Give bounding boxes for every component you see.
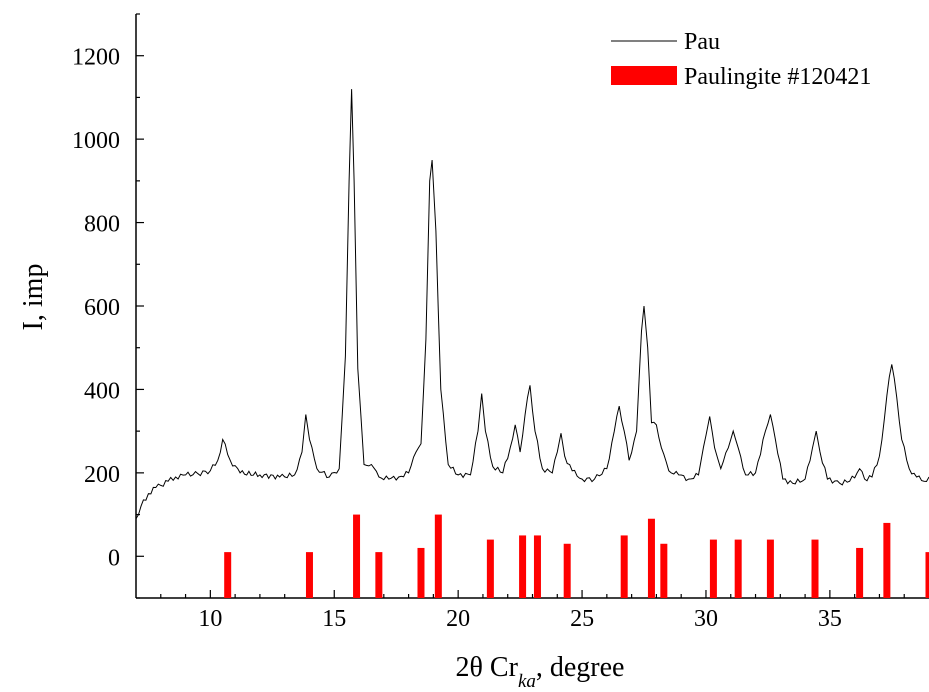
y-tick-label: 400 <box>84 378 120 404</box>
reference-stick <box>766 539 774 598</box>
x-tick-label: 25 <box>570 606 594 632</box>
reference-sticks <box>224 514 929 598</box>
reference-stick <box>660 543 668 598</box>
series-line-pau <box>135 89 929 519</box>
reference-stick <box>533 535 541 598</box>
reference-stick <box>856 547 864 598</box>
reference-stick <box>647 518 655 598</box>
reference-stick <box>519 535 527 598</box>
y-tick-label: 600 <box>84 295 120 321</box>
reference-stick <box>811 539 819 598</box>
legend-label-pau: Pau <box>684 29 720 55</box>
y-tick-label: 800 <box>84 212 120 238</box>
y-tick-label: 1000 <box>72 128 120 154</box>
reference-stick <box>883 522 891 598</box>
legend-label-paulingite: Paulingite #120421 <box>684 64 871 90</box>
y-tick-label: 1200 <box>72 45 120 71</box>
x-tick-label: 35 <box>818 606 842 632</box>
reference-stick <box>353 514 361 598</box>
x-axis-label: 2θ Crka, degree <box>456 652 625 692</box>
reference-stick <box>224 552 232 598</box>
reference-stick <box>563 543 571 598</box>
reference-stick <box>305 552 313 598</box>
reference-stick <box>620 535 628 598</box>
reference-stick <box>486 539 494 598</box>
y-tick-label: 0 <box>108 545 120 571</box>
y-tick-label: 200 <box>84 462 120 488</box>
x-tick-label: 30 <box>694 606 718 632</box>
reference-stick <box>417 547 425 598</box>
x-tick-label: 20 <box>446 606 470 632</box>
axes <box>135 13 929 599</box>
y-axis-label: I, imp <box>18 264 49 331</box>
reference-stick <box>434 514 442 598</box>
reference-stick <box>734 539 742 598</box>
x-tick-label: 15 <box>322 606 346 632</box>
reference-stick <box>375 552 383 598</box>
tick-labels: 0 200 400 600 800 1000 1200 10 15 20 25 30 35 <box>72 45 842 632</box>
reference-stick <box>925 552 929 598</box>
legend: Pau Paulingite #120421 <box>611 29 871 90</box>
reference-stick <box>709 539 717 598</box>
x-tick-label: 10 <box>198 606 222 632</box>
legend-swatch-paulingite <box>611 66 677 85</box>
